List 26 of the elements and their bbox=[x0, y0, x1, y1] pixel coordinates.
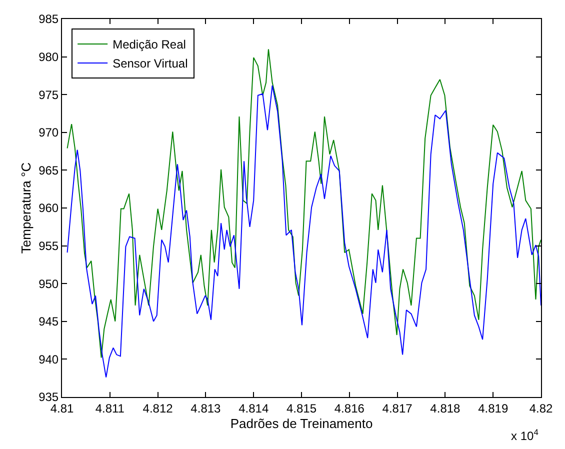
y-tick-label: 985 bbox=[38, 12, 59, 26]
x-tick-label: 4.811 bbox=[95, 401, 125, 416]
x-tick-label: 4.812 bbox=[142, 401, 174, 416]
x-axis-title: Padrões de Treinamento bbox=[230, 416, 373, 431]
y-tick-label: 940 bbox=[38, 352, 59, 366]
y-tick-label: 955 bbox=[38, 239, 59, 253]
y-tick-label: 965 bbox=[38, 163, 59, 178]
y-tick-label: 975 bbox=[38, 88, 59, 102]
y-tick-label: 945 bbox=[38, 314, 59, 329]
x-tick-label: 4.814 bbox=[238, 401, 269, 416]
legend-label: Sensor Virtual bbox=[112, 56, 188, 71]
x-tick-label: 4.816 bbox=[334, 401, 365, 416]
y-axis-title: Temperatura °C bbox=[18, 162, 34, 254]
x-tick-label: 4.818 bbox=[430, 401, 461, 416]
y-tick-label: 960 bbox=[38, 201, 59, 216]
line-series bbox=[66, 85, 541, 378]
x-tick-label: 4.813 bbox=[190, 401, 222, 416]
legend-label: Medição Real bbox=[112, 38, 186, 52]
x-tick-label: 4.819 bbox=[478, 401, 508, 416]
text: x 10$^{4}$ bbox=[511, 427, 539, 444]
y-tick-label: 970 bbox=[38, 126, 59, 140]
y-tick-label: 950 bbox=[38, 276, 59, 291]
y-tick-label: 980 bbox=[38, 50, 59, 64]
x-tick-label: 4.815 bbox=[286, 401, 317, 416]
x-tick-label: 4.817 bbox=[382, 401, 413, 416]
x-tick-label: 4.82 bbox=[529, 401, 553, 416]
